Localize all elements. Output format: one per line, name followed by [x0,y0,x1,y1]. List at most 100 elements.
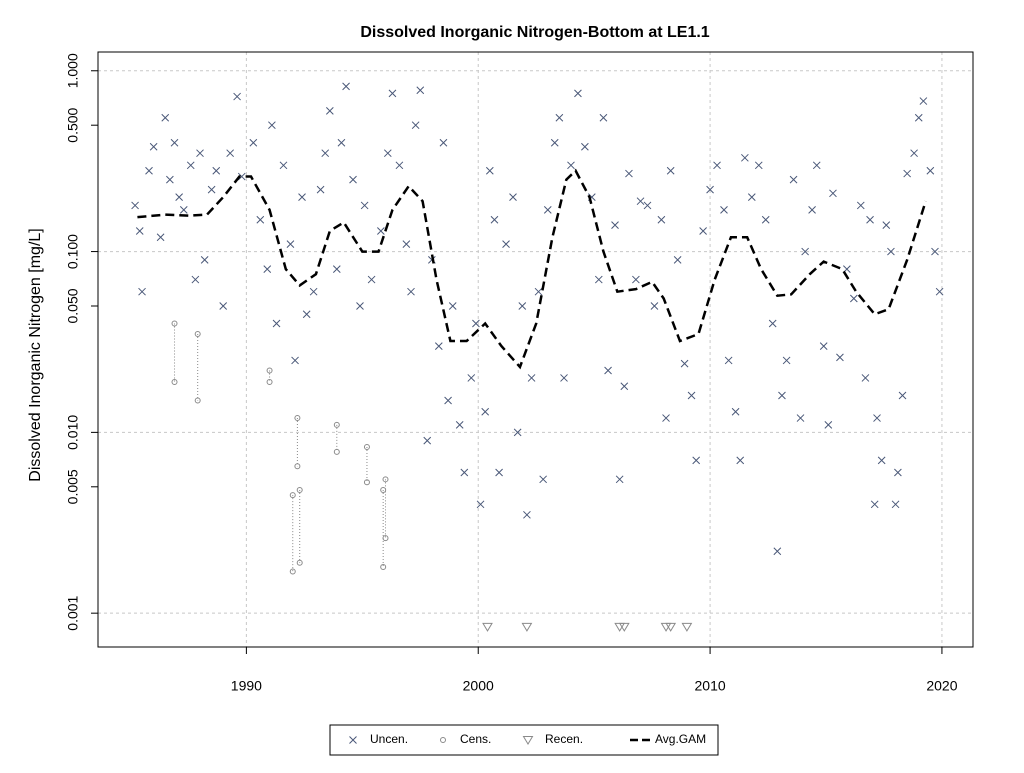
censored-point [289,492,296,499]
uncensored-point [495,468,503,477]
y-axis-label: Dissolved Inorganic Nitrogen [mg/L] [27,228,44,481]
y-tick-label: 0.005 [65,469,81,504]
uncensored-point [309,287,318,296]
censored-point [382,476,389,483]
uncensored-point [567,161,575,170]
uncensored-point [377,227,385,235]
uncensored-point [472,319,480,328]
x-tick-label: 2020 [926,678,957,694]
censored-point [333,421,340,428]
uncensored-point [485,166,494,175]
uncensored-point [643,201,652,210]
recensored-point [482,622,493,632]
uncensored-point [527,374,536,382]
uncensored-point [291,356,299,365]
uncensored-point [237,172,246,181]
uncensored-point [555,113,564,122]
y-tick-label: 0.500 [65,107,81,142]
uncensored-point [219,302,228,310]
uncensored-point [861,374,870,382]
x-tick-label: 1990 [231,678,262,694]
uncensored-point [594,275,603,284]
uncensored-point [149,142,158,151]
uncensored-point [502,240,510,248]
uncensored-point [866,215,874,224]
uncensored-point [321,149,330,158]
censored-point [363,479,370,486]
uncensored-point [778,391,786,400]
censored-point [333,448,340,455]
censored-point [171,320,178,327]
uncensored-point [903,169,912,178]
uncensored-point [632,275,640,284]
recensored-point [618,622,630,632]
uncensored-point [761,215,770,224]
uncensored-point [286,240,295,248]
uncensored-point [898,391,907,400]
uncensored-point [200,255,209,264]
uncensored-point [342,82,350,91]
uncensored-point [249,138,258,147]
uncensored-point [731,407,740,416]
uncensored-point [145,166,153,175]
censored-point [294,463,301,470]
censored-point [382,535,389,542]
x-tick-label: 2000 [463,678,494,694]
uncensored-point [439,138,448,147]
uncensored-point [534,287,543,296]
uncensored-point [666,166,675,175]
uncensored-point [349,175,357,184]
uncensored-point [581,142,589,151]
uncensored-point [272,319,281,328]
legend-label: Avg.GAM [655,732,706,746]
uncensored-point [543,206,552,214]
uncensored-point [279,161,288,170]
uncensored-point [636,197,645,206]
uncensored-point [914,113,923,122]
uncensored-point [416,86,425,95]
uncensored-point [604,366,612,375]
uncensored-point [801,247,809,256]
uncensored-point [706,185,714,194]
uncensored-point [233,92,241,101]
legend-swatch [522,736,534,745]
plot-frame [97,51,974,648]
uncensored-point [523,510,531,519]
y-tick-label: 0.001 [65,595,81,630]
legend-label: Recen. [545,732,583,746]
uncensored-point [741,153,749,162]
uncensored-point [650,302,659,310]
uncensored-point [931,247,939,256]
uncensored-point [720,206,728,214]
uncensored-point [383,149,392,158]
uncensored-point [824,421,833,429]
uncensored-point [423,436,432,445]
censored-point [363,444,370,451]
uncensored-point [620,382,629,391]
uncensored-point [836,353,844,362]
uncensored-point [560,374,568,382]
uncensored-point [550,138,559,147]
uncensored-point [611,221,619,230]
uncensored-point [680,359,689,368]
uncensored-point [812,161,821,170]
y-tick-label: 0.100 [65,234,81,269]
uncensored-point [539,475,548,484]
uncensored-point [490,215,499,224]
uncensored-point [870,500,879,509]
uncensored-point [877,456,886,465]
uncensored-point [713,161,721,170]
uncensored-point [467,374,476,382]
uncensored-point [736,456,745,465]
censored-point [289,568,296,575]
uncensored-point [434,342,443,350]
uncensored-point [476,500,485,509]
uncensored-point [337,138,346,147]
uncensored-point [599,113,608,122]
uncensored-point [687,391,696,400]
uncensored-point [460,468,469,477]
uncensored-point [411,121,420,130]
uncensored-point [808,206,816,214]
censored-point [194,331,201,338]
